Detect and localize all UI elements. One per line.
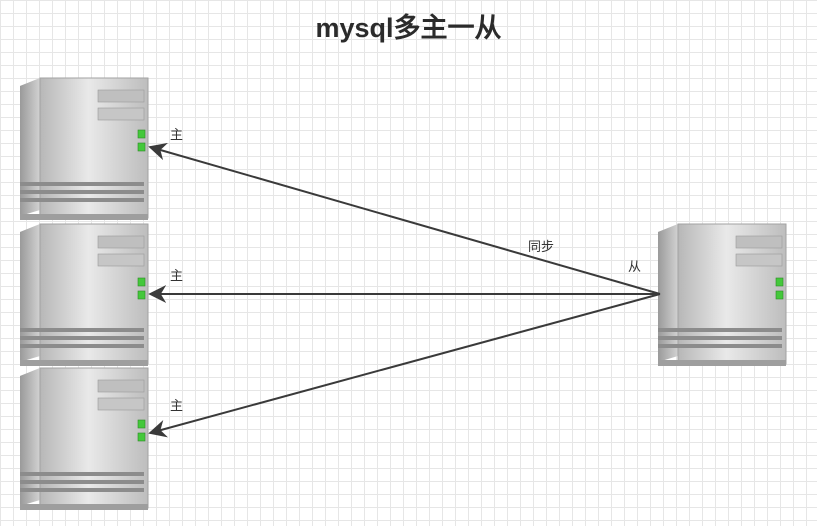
sync-arrow-1 <box>148 142 661 295</box>
status-led <box>137 432 146 442</box>
status-led <box>775 290 784 300</box>
master-label-1: 主 <box>170 128 184 143</box>
master-label-3: 主 <box>170 399 184 414</box>
slave-label: 从 <box>628 260 642 275</box>
status-led <box>775 277 784 287</box>
master-server-1 <box>19 77 149 221</box>
status-led <box>137 129 146 139</box>
diagram-title: mysql多主一从 <box>315 13 502 43</box>
sync-label: 同步 <box>528 240 555 255</box>
status-led <box>137 277 146 287</box>
slave-server <box>657 223 787 367</box>
master-label-2: 主 <box>170 269 184 284</box>
status-led <box>137 290 146 300</box>
master-server-2 <box>19 223 149 367</box>
sync-arrow-3 <box>148 293 661 438</box>
master-server-3 <box>19 367 149 511</box>
status-led <box>137 419 146 429</box>
status-led <box>137 142 146 152</box>
